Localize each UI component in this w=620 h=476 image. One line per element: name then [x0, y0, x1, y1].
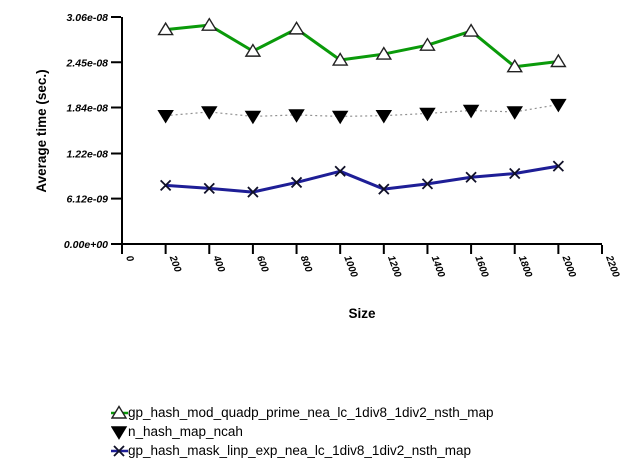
- legend: gp_hash_mod_quadp_prime_nea_lc_1div8_1di…: [111, 403, 494, 460]
- axis-lines: [121, 17, 602, 245]
- x-marker-icon: [247, 186, 259, 198]
- triangle-down-marker-icon: [331, 110, 349, 125]
- triangle-up-marker-icon: [462, 23, 480, 37]
- triangle-up-marker-icon: [244, 43, 262, 57]
- y-tick-label: 3.06e-08: [67, 12, 109, 24]
- series-markers-n_hash_map_ncah: [157, 98, 567, 125]
- y-tick-label: 2.45e-08: [66, 57, 109, 69]
- triangle-down-marker-icon: [244, 110, 262, 125]
- legend-label: gp_hash_mask_linp_exp_nea_lc_1div8_1div2…: [128, 443, 472, 458]
- x-marker-icon: [552, 160, 565, 172]
- x-marker-icon: [159, 179, 172, 192]
- x-tick-label: 1200: [385, 254, 403, 279]
- triangle-up-marker-icon: [111, 404, 128, 419]
- x-tick-label: 800: [298, 254, 314, 274]
- triangle-down-marker-icon: [201, 106, 218, 120]
- x-marker-icon: [465, 171, 477, 183]
- triangle-up-marker-icon: [288, 21, 305, 35]
- x-marker-icon: [378, 183, 390, 195]
- triangle-up-marker-icon: [419, 37, 436, 51]
- triangle-down-marker-icon: [157, 109, 174, 124]
- series-markers-gp_hash_mask_linp_exp_nea_lc_1div8_1div2_nsth_map: [159, 160, 565, 198]
- triangle-up-marker-icon: [375, 46, 393, 60]
- x-tick-label: 400: [210, 253, 227, 274]
- x-tick-label: 600: [254, 254, 270, 274]
- triangle-up-marker-icon: [157, 21, 174, 36]
- y-axis-title: Average time (sec.): [34, 69, 49, 192]
- series-line-gp_hash_mod_quadp_prime_nea_lc_1div8_1div2_nsth_map: [165, 23, 559, 69]
- triangle-down-marker-icon: [419, 107, 436, 122]
- y-tick-label: 6.12e-09: [67, 194, 109, 206]
- legend-label: n_hash_map_ncah: [128, 424, 243, 439]
- series-line-n_hash_map_ncah: [165, 103, 559, 118]
- legend-marker-icon: [111, 404, 128, 419]
- x-tick-label: 1000: [341, 254, 359, 279]
- y-tick-label: 0.00e+00: [64, 239, 108, 251]
- x-tick-label: 200: [166, 253, 183, 274]
- x-marker-icon: [290, 176, 303, 189]
- x-marker-icon: [113, 444, 125, 457]
- triangle-down-marker-icon: [462, 104, 480, 119]
- legend-row: gp_hash_mod_quadp_prime_nea_lc_1div8_1di…: [111, 403, 494, 422]
- series-markers-gp_hash_mod_quadp_prime_nea_lc_1div8_1div2_nsth_map: [157, 17, 567, 73]
- legend-row: gp_hash_mask_linp_exp_nea_lc_1div8_1div2…: [111, 441, 494, 460]
- triangle-up-marker-icon: [550, 53, 567, 68]
- x-tick-label: 1600: [472, 254, 490, 279]
- x-marker-icon: [421, 178, 434, 190]
- triangle-up-marker-icon: [331, 52, 349, 66]
- triangle-up-marker-icon: [506, 58, 523, 73]
- triangle-down-marker-icon: [375, 109, 393, 124]
- series-line-gp_hash_mask_linp_exp_nea_lc_1div8_1div2_nsth_map: [165, 164, 559, 194]
- x-tick-label: 0: [123, 254, 135, 263]
- triangle-down-marker-icon: [288, 109, 305, 123]
- x-tick-label: 2000: [559, 253, 577, 279]
- x-marker-icon: [203, 182, 215, 194]
- y-tick-label: 1.84e-08: [67, 103, 109, 115]
- plot-canvas: Average time (sec.) Size 0.00e+00 6.12e-0…: [34, 12, 620, 321]
- triangle-down-marker-icon: [111, 425, 128, 440]
- x-marker-icon: [334, 165, 346, 177]
- x-axis-title: Size: [348, 306, 376, 321]
- plot-area: 0.00e+00 6.12e-09 1.22e-08 1.84e-08 2.45e-08…: [64, 12, 620, 279]
- x-tick-label: 1400: [429, 254, 447, 279]
- x-tick-label: 1800: [516, 254, 534, 279]
- legend-marker-icon: [111, 444, 128, 457]
- triangle-down-marker-icon: [506, 106, 523, 120]
- x-marker-icon: [509, 167, 521, 180]
- legend-row: n_hash_map_ncah: [111, 422, 494, 441]
- x-tick-label: 2200: [603, 253, 620, 279]
- triangle-up-marker-icon: [201, 17, 218, 31]
- y-tick-label: 1.22e-08: [67, 148, 109, 160]
- triangle-down-marker-icon: [550, 98, 567, 113]
- legend-label: gp_hash_mod_quadp_prime_nea_lc_1div8_1di…: [128, 405, 494, 420]
- legend-marker-icon: [111, 425, 128, 440]
